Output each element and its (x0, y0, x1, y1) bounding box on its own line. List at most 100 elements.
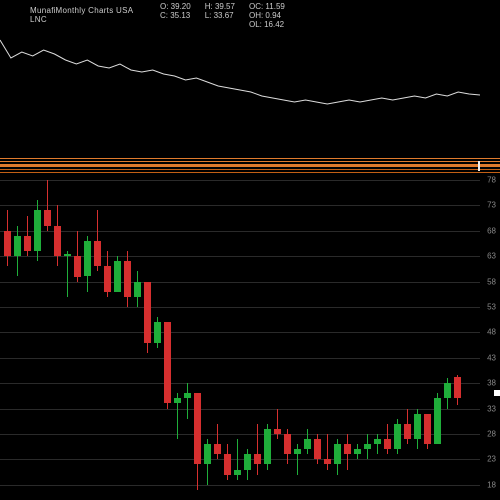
candle-down[interactable] (284, 434, 291, 454)
ohlc-cell: O: 39.20 (160, 2, 191, 11)
ohlc-cell: OC: 11.59 (249, 2, 285, 11)
candle-down[interactable] (214, 444, 221, 454)
candle-up[interactable] (234, 470, 241, 475)
gridline (0, 307, 480, 308)
ohlc-label: OH: (249, 11, 265, 20)
chart-root: MunaﬁMonthly Charts USA LNC O: 39.20 H: 39… (0, 0, 500, 500)
candle-down[interactable] (44, 210, 51, 225)
ohlc-cell: OL: 16.42 (249, 20, 285, 29)
candle-up[interactable] (354, 449, 361, 454)
candle-down[interactable] (54, 226, 61, 256)
candle-up[interactable] (394, 424, 401, 449)
ohlc-value: 0.94 (265, 11, 281, 20)
divider-line (0, 169, 500, 170)
candle-down[interactable] (104, 266, 111, 291)
ohlc-label: L: (205, 11, 214, 20)
gridline (0, 485, 480, 486)
candle-down[interactable] (324, 459, 331, 464)
ohlc-label: OC: (249, 2, 265, 11)
candle-down[interactable] (454, 377, 461, 398)
y-axis-label: 28 (487, 429, 496, 438)
ohlc-label: O: (160, 2, 171, 11)
candle-down[interactable] (164, 322, 171, 403)
divider-tick (478, 161, 480, 171)
y-axis-label: 33 (487, 404, 496, 413)
candle-up[interactable] (64, 254, 71, 257)
y-axis-label: 78 (487, 176, 496, 185)
ohlc-cell: C: 35.13 (160, 11, 191, 20)
candle-up[interactable] (84, 241, 91, 277)
indicator-panel (0, 30, 480, 130)
candle-down[interactable] (74, 256, 81, 276)
ohlc-label: OL: (249, 20, 264, 29)
ohlc-value: 33.67 (214, 11, 234, 20)
candle-up[interactable] (244, 454, 251, 469)
y-axis-label: 23 (487, 455, 496, 464)
candle-up[interactable] (114, 261, 121, 291)
ohlc-label: C: (160, 11, 170, 20)
candle-up[interactable] (34, 210, 41, 251)
candle-up[interactable] (264, 429, 271, 465)
candle-down[interactable] (124, 261, 131, 297)
candle-wick[interactable] (257, 424, 258, 475)
candle-up[interactable] (364, 444, 371, 449)
indicator-line (0, 40, 480, 104)
candle-up[interactable] (14, 236, 21, 256)
candle-up[interactable] (374, 439, 381, 444)
candle-down[interactable] (274, 429, 281, 434)
divider-line (0, 172, 500, 173)
candle-down[interactable] (314, 439, 321, 459)
candle-up[interactable] (204, 444, 211, 464)
ohlc-cell: OH: 0.94 (249, 11, 285, 20)
y-axis-label: 73 (487, 201, 496, 210)
candle-up[interactable] (294, 449, 301, 454)
ohlc-value: 16.42 (264, 20, 284, 29)
ohlc-value: 39.20 (171, 2, 191, 11)
ohlc-readout: O: 39.20 H: 39.57 OC: 11.59 C: 35.13 L: 33.6… (160, 2, 285, 29)
candle-down[interactable] (94, 241, 101, 266)
y-axis-label: 38 (487, 379, 496, 388)
chart-title: MunaﬁMonthly Charts USA LNC (30, 6, 150, 24)
candle-up[interactable] (414, 414, 421, 439)
candle-down[interactable] (404, 424, 411, 439)
candle-down[interactable] (224, 454, 231, 474)
candle-wick[interactable] (277, 409, 278, 439)
candle-down[interactable] (384, 439, 391, 449)
divider-line (0, 161, 500, 162)
y-axis-label: 58 (487, 277, 496, 286)
gridline (0, 205, 480, 206)
candle-down[interactable] (4, 231, 11, 256)
candle-up[interactable] (334, 444, 341, 464)
candle-down[interactable] (344, 444, 351, 454)
candle-down[interactable] (254, 454, 261, 464)
y-axis-label: 68 (487, 226, 496, 235)
candle-wick[interactable] (67, 251, 68, 297)
current-price-marker (494, 390, 500, 396)
ohlc-cell: H: 39.57 (205, 2, 235, 11)
candle-down[interactable] (424, 414, 431, 444)
candle-up[interactable] (154, 322, 161, 342)
candle-down[interactable] (144, 282, 151, 343)
candle-up[interactable] (444, 383, 451, 398)
candle-up[interactable] (434, 398, 441, 444)
candle-up[interactable] (304, 439, 311, 449)
ohlc-cell (205, 20, 235, 29)
gridline (0, 332, 480, 333)
ohlc-value: 35.13 (170, 11, 190, 20)
gridline (0, 231, 480, 232)
divider-line (0, 164, 500, 167)
candle-up[interactable] (174, 398, 181, 403)
gridline (0, 256, 480, 257)
y-axis-label: 63 (487, 252, 496, 261)
ohlc-value: 11.59 (265, 2, 284, 11)
candle-down[interactable] (194, 393, 201, 464)
candle-up[interactable] (184, 393, 191, 398)
y-axis-label: 53 (487, 302, 496, 311)
candle-up[interactable] (134, 282, 141, 297)
y-axis-label: 48 (487, 328, 496, 337)
gridline (0, 180, 480, 181)
ohlc-label: H: (205, 2, 215, 11)
candle-down[interactable] (24, 236, 31, 251)
candle-wick[interactable] (187, 383, 188, 419)
y-axis-label: 43 (487, 353, 496, 362)
